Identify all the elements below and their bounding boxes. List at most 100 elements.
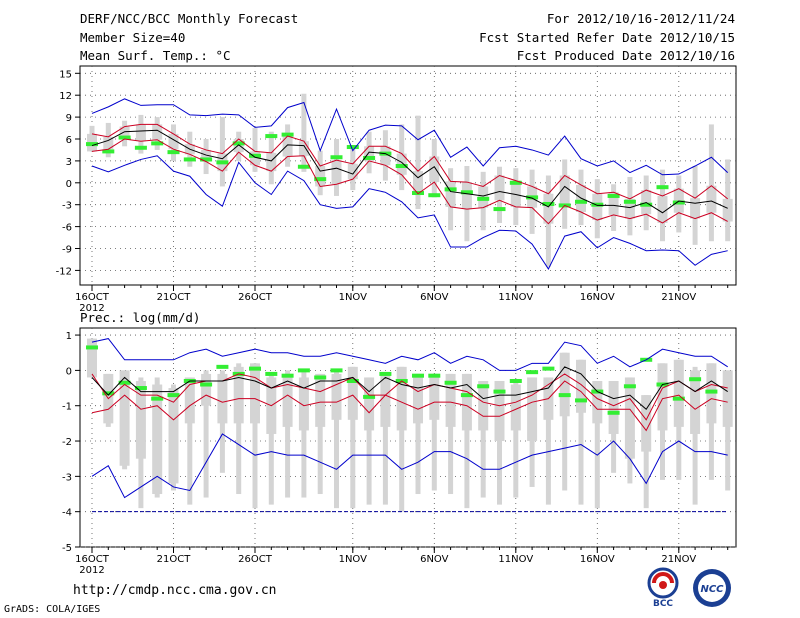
bcc-logo-text: BCC	[653, 599, 673, 608]
series-ensemble-min	[91, 433, 728, 499]
box-bar	[706, 185, 717, 213]
observed-mark	[526, 195, 539, 200]
observed-mark	[134, 386, 147, 391]
observed-mark	[200, 157, 213, 162]
observed-mark	[102, 149, 115, 154]
observed-mark	[265, 371, 278, 376]
box-bar	[282, 136, 293, 157]
observed-mark	[183, 157, 196, 162]
x-tick-label: 16NOV	[580, 292, 615, 303]
whisker-bar	[415, 115, 421, 210]
box-bar	[119, 126, 130, 139]
whisker-bar	[497, 380, 502, 505]
observed-mark	[346, 145, 359, 150]
y-tick-label: 0	[66, 179, 72, 190]
whisker-bar	[431, 373, 437, 491]
box-bar	[103, 136, 114, 150]
observed-mark	[330, 155, 343, 160]
box-bar	[429, 373, 440, 420]
box-bar	[510, 180, 521, 207]
box-bar	[331, 373, 342, 420]
ncc-logo-text: NCC	[700, 584, 724, 595]
box-bar	[722, 370, 733, 427]
x-tick-year: 2012	[79, 303, 104, 314]
observed-mark	[656, 185, 669, 190]
box-bar	[413, 171, 423, 194]
box-bar	[624, 377, 635, 459]
variable-label-precip: Prec.: log(mm/d)	[80, 310, 201, 325]
observed-mark	[575, 398, 587, 403]
whisker-bar	[594, 380, 600, 509]
box-bar	[282, 373, 293, 427]
x-tick-label: 11NOV	[498, 292, 533, 303]
box-bar	[298, 377, 309, 431]
box-bar	[233, 366, 244, 424]
whisker-bar	[399, 366, 405, 512]
series-lower-ensemble	[91, 138, 728, 225]
box-bar	[608, 192, 619, 215]
observed-mark	[249, 153, 261, 158]
x-tick-label: 21OCT	[157, 292, 192, 303]
whisker-bar	[350, 366, 356, 509]
y-tick-label: -1	[62, 402, 72, 413]
box-bar	[119, 370, 130, 466]
observed-mark	[167, 150, 180, 155]
box-bar	[396, 366, 407, 431]
whisker-bar	[725, 370, 731, 491]
observed-mark	[151, 141, 164, 146]
website-url[interactable]: http://cmdp.ncc.cma.gov.cn	[73, 583, 277, 598]
box-bar	[364, 377, 375, 431]
box-bar	[380, 146, 391, 166]
box-bar	[87, 338, 97, 378]
box-bar	[461, 182, 472, 210]
observed-mark	[607, 193, 620, 198]
box-bar	[184, 377, 195, 424]
whisker-bar	[252, 128, 258, 172]
y-tick-label: 0	[66, 366, 72, 377]
whisker-bar	[301, 93, 307, 172]
observed-mark	[705, 389, 718, 394]
observed-mark	[493, 207, 506, 212]
y-tick-label: -12	[56, 266, 72, 277]
bcc-logo-icon: BCC	[647, 567, 679, 608]
observed-mark	[623, 199, 636, 204]
box-bar	[250, 151, 260, 166]
whisker-bar	[236, 363, 242, 495]
observed-mark	[428, 373, 441, 378]
observed-mark	[216, 364, 229, 369]
observed-mark	[460, 393, 473, 398]
whisker-bar	[692, 366, 698, 505]
box-bar	[135, 124, 146, 142]
observed-mark	[249, 366, 261, 371]
observed-mark	[232, 141, 245, 146]
whisker-bar	[480, 380, 486, 498]
box-bar	[315, 373, 326, 427]
box-bar	[347, 163, 358, 180]
observed-mark	[314, 177, 327, 182]
x-tick-label: 26OCT	[238, 292, 273, 303]
x-tick-label: 6NOV	[420, 292, 449, 303]
x-tick-label: 16OCT	[75, 554, 110, 565]
y-tick-label: -3	[62, 472, 72, 483]
forecast-start-date: Fcst Started Refer Date 2012/10/15	[479, 30, 735, 45]
observed-mark	[216, 160, 229, 165]
box-bar	[527, 377, 538, 442]
y-tick-label: -3	[62, 201, 72, 212]
whisker-bar	[203, 370, 209, 498]
observed-mark	[330, 368, 343, 373]
series-ensemble-max	[91, 98, 729, 176]
box-bar	[152, 124, 163, 140]
box-bar	[690, 370, 701, 434]
observed-mark	[379, 371, 392, 376]
observed-mark	[542, 366, 555, 371]
box-bar	[461, 373, 472, 431]
observed-mark	[281, 132, 294, 137]
observed-mark	[509, 378, 522, 383]
whisker-bar	[252, 363, 258, 509]
observed-mark	[297, 368, 310, 373]
whisker-bar	[513, 380, 519, 498]
box-bar	[298, 141, 309, 156]
x-tick-label: 6NOV	[420, 554, 449, 565]
